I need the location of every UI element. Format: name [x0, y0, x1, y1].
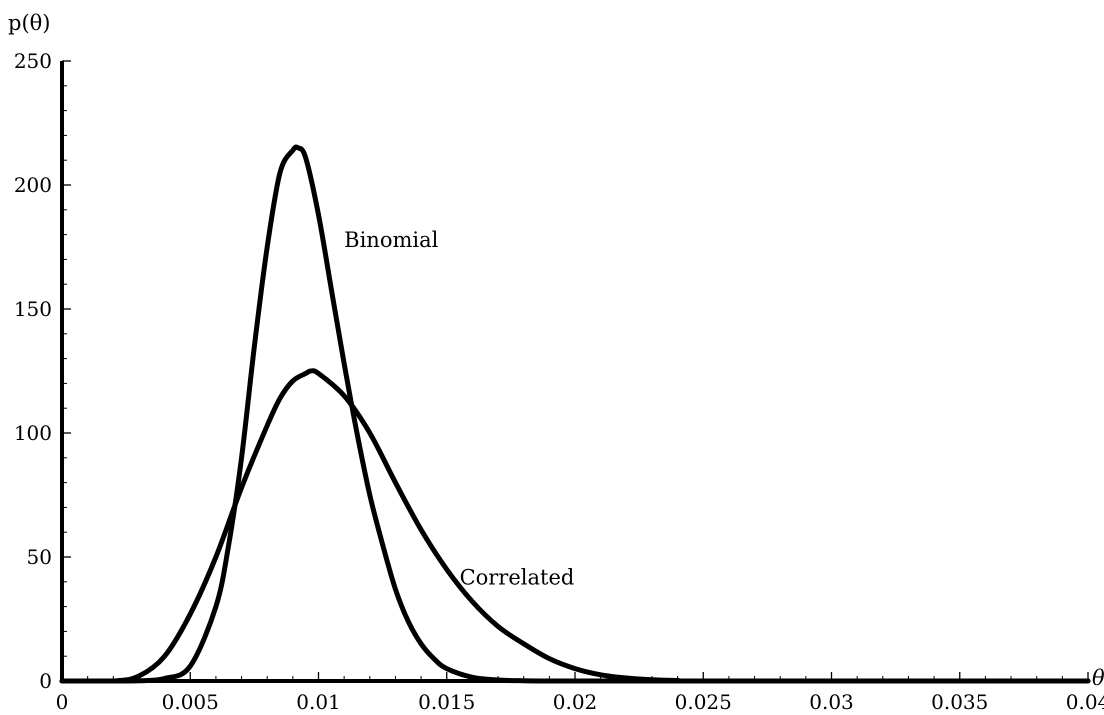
x-tick-label-2: 0.01 — [296, 690, 341, 714]
y-tick-label-0: 0 — [39, 669, 52, 693]
series-lines — [59, 144, 1091, 684]
x-tick-label-7: 0.035 — [931, 690, 988, 714]
x-tick-label-1: 0.005 — [162, 690, 219, 714]
y-tick-label-1: 50 — [27, 545, 52, 569]
labels: p(θ) θ Binomial Correlated — [8, 11, 1104, 690]
x-tick-label-6: 0.03 — [809, 690, 854, 714]
y-tick-label-2: 100 — [14, 421, 52, 445]
x-tick-label-3: 0.015 — [418, 690, 475, 714]
annotation-correlated: Correlated — [460, 565, 575, 589]
annotation-binomial: Binomial — [344, 228, 438, 252]
y-tick-label-4: 200 — [14, 173, 52, 197]
x-tick-label-8: 0.04 — [1066, 690, 1104, 714]
x-tick-label-5: 0.025 — [675, 690, 732, 714]
y-axis-title: p(θ) — [8, 11, 50, 35]
y-tick-label-3: 150 — [14, 297, 52, 321]
y-tick-label-5: 250 — [14, 49, 52, 73]
series-line-binomial — [59, 144, 1091, 684]
axes: 0 0.005 0.01 0.015 0.02 0.025 0.03 0.035 0.04 0 50… — [14, 49, 1104, 714]
x-tick-label-0: 0 — [56, 690, 69, 714]
series-line-correlated — [59, 368, 1091, 684]
x-tick-label-4: 0.02 — [553, 690, 598, 714]
x-axis-title: θ — [1092, 666, 1104, 690]
